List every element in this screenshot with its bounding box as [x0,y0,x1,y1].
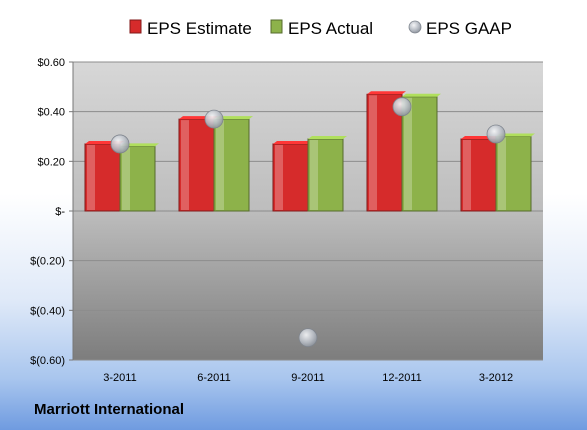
x-axis: 3-2011 6-2011 9-2011 12-2011 3-2012 [103,372,513,384]
legend-label: EPS Estimate [147,19,252,38]
gaap-marker [298,328,318,348]
y-tick-label: $0.40 [37,107,65,119]
x-tick-label: 3-2011 [103,372,136,384]
legend-label: EPS Actual [288,19,373,38]
bar-eps-actual [119,143,159,212]
bar-eps-estimate [272,140,312,212]
y-tick-label: $(0.40) [30,305,65,317]
y-axis: $0.60 $0.40 $0.20 $- $(0.20) $(0.40) $(0.60) [30,57,74,367]
gaap-marker [204,109,224,129]
y-tick-label: $0.20 [37,156,65,168]
x-tick-label: 12-2011 [382,372,422,384]
gaap-markers [110,97,506,348]
y-tick-label: $- [55,206,65,218]
legend-swatch [129,19,142,34]
gaap-marker [486,124,506,144]
legend-label: EPS GAAP [426,19,512,38]
x-tick-label: 6-2011 [197,372,230,384]
bar-eps-actual [495,133,535,212]
legend-item: EPS Actual [270,19,373,38]
legend-item: EPS GAAP [408,19,512,38]
gaap-marker [392,97,412,117]
gaap-marker [110,134,130,154]
x-tick-label: 3-2012 [479,372,513,384]
legend-item: EPS Estimate [129,19,252,38]
bars [84,91,535,212]
legend-swatch [270,19,283,34]
bar-eps-actual [213,116,253,212]
x-tick-label: 9-2011 [291,372,324,384]
bar-eps-estimate [460,135,500,212]
y-tick-label: $0.60 [37,57,65,69]
legend-swatch [408,20,422,34]
company-label: Marriott International [34,401,185,418]
legend: EPS Estimate EPS Actual EPS GAAP [129,19,512,38]
y-tick-label: $(0.20) [30,256,65,268]
y-tick-label: $(0.60) [30,355,65,367]
bar-eps-estimate [84,140,124,212]
bar-eps-actual [401,93,441,212]
bar-eps-estimate [178,116,218,212]
bar-eps-actual [307,135,347,212]
